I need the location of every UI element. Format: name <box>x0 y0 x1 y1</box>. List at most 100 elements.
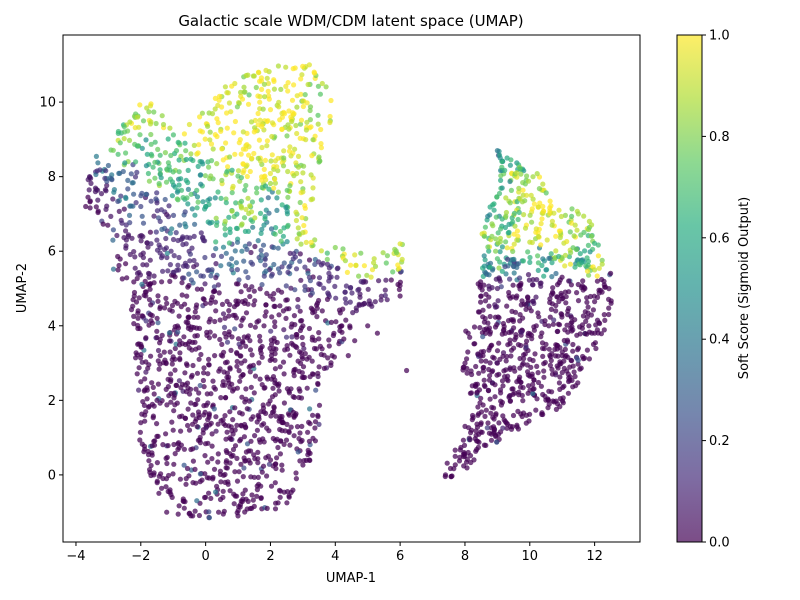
scatter-point <box>255 412 261 418</box>
scatter-point <box>515 408 521 414</box>
scatter-point <box>302 264 308 270</box>
scatter-point <box>551 210 557 216</box>
scatter-point <box>236 368 242 374</box>
scatter-point <box>599 257 605 263</box>
scatter-point <box>155 298 161 304</box>
scatter-point <box>237 353 243 359</box>
scatter-point <box>231 130 237 136</box>
scatter-point <box>475 309 482 315</box>
scatter-point <box>234 363 240 369</box>
scatter-point <box>142 376 148 382</box>
scatter-point <box>213 261 219 267</box>
scatter-point <box>277 117 283 123</box>
scatter-point <box>92 189 98 195</box>
scatter-point <box>397 241 403 247</box>
scatter-point <box>321 352 327 358</box>
scatter-point <box>511 270 517 276</box>
scatter-point <box>242 187 248 193</box>
scatter-point <box>468 390 474 396</box>
scatter-point <box>249 352 255 358</box>
scatter-point <box>192 339 198 345</box>
scatter-point <box>584 347 591 353</box>
scatter-point <box>203 425 209 431</box>
scatter-point <box>570 341 576 348</box>
scatter-point <box>241 300 248 306</box>
scatter-point <box>238 151 244 157</box>
scatter-point <box>461 442 468 448</box>
scatter-point <box>111 187 117 193</box>
scatter-point <box>230 417 236 423</box>
scatter-point <box>512 368 518 374</box>
scatter-point <box>263 67 269 73</box>
scatter-point <box>262 256 268 262</box>
scatter-point <box>155 381 161 387</box>
scatter-point <box>188 191 194 197</box>
scatter-point <box>291 433 297 439</box>
scatter-point <box>295 449 301 455</box>
scatter-point <box>339 323 345 329</box>
scatter-point <box>309 371 316 377</box>
scatter-point <box>526 383 532 389</box>
scatter-point <box>570 363 576 369</box>
scatter-point <box>177 338 183 344</box>
scatter-point <box>175 237 181 244</box>
scatter-point <box>493 236 499 242</box>
scatter-point <box>219 301 226 307</box>
scatter-point <box>332 283 338 289</box>
scatter-point <box>523 420 529 426</box>
scatter-point <box>599 261 605 267</box>
scatter-point <box>549 222 555 228</box>
scatter-point <box>194 424 200 430</box>
scatter-point <box>556 380 563 386</box>
scatter-point <box>259 282 265 288</box>
scatter-point <box>283 283 289 289</box>
scatter-point <box>494 348 501 354</box>
scatter-point <box>342 289 348 295</box>
scatter-point <box>538 242 544 248</box>
scatter-point <box>586 323 592 329</box>
scatter-point <box>469 371 475 378</box>
scatter-point <box>175 446 181 453</box>
scatter-point <box>529 206 535 212</box>
scatter-point <box>269 120 276 126</box>
scatter-point <box>135 114 141 120</box>
scatter-point <box>586 272 592 278</box>
scatter-point <box>488 431 495 437</box>
scatter-point <box>127 220 133 226</box>
x-tick-label: 4 <box>331 549 339 564</box>
scatter-point <box>563 294 569 300</box>
scatter-point <box>569 358 575 364</box>
scatter-point <box>214 483 220 489</box>
scatter-point <box>300 230 306 236</box>
scatter-point <box>582 248 588 254</box>
scatter-point <box>144 396 150 402</box>
scatter-point <box>174 400 180 406</box>
scatter-point <box>234 104 240 110</box>
scatter-point <box>266 461 272 467</box>
scatter-point <box>138 193 144 199</box>
scatter-point <box>208 173 214 179</box>
scatter-point <box>259 226 265 232</box>
scatter-point <box>558 213 565 220</box>
scatter-point <box>525 249 531 255</box>
scatter-point <box>187 235 193 241</box>
scatter-point <box>481 382 487 388</box>
scatter-point <box>258 409 264 415</box>
scatter-point <box>281 441 287 447</box>
scatter-point <box>249 155 255 161</box>
scatter-point <box>172 356 178 362</box>
scatter-point <box>210 146 216 152</box>
scatter-point <box>374 330 380 336</box>
scatter-point <box>148 131 154 138</box>
scatter-point <box>195 199 201 205</box>
scatter-point <box>512 309 519 315</box>
scatter-point <box>163 386 169 392</box>
scatter-point <box>191 257 197 264</box>
scatter-point <box>507 200 513 206</box>
scatter-point <box>186 282 192 289</box>
scatter-point <box>268 226 275 232</box>
scatter-point <box>244 173 250 180</box>
scatter-point <box>316 154 322 160</box>
scatter-point <box>120 168 126 175</box>
scatter-point <box>324 296 331 302</box>
